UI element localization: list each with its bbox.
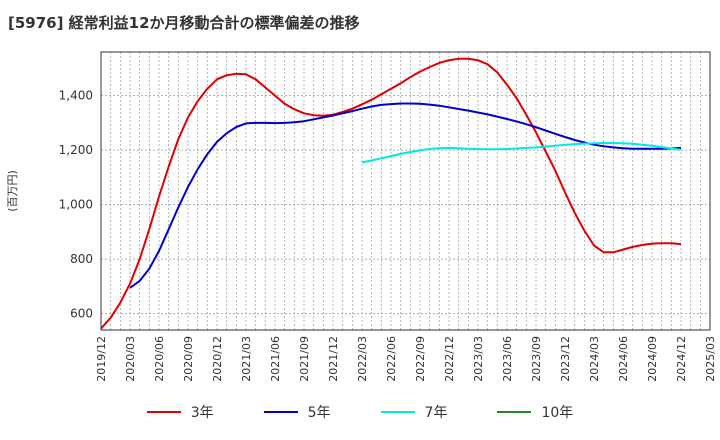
y-axis-label: (百万円) bbox=[6, 170, 19, 212]
series-line-5年 bbox=[129, 102, 682, 289]
y-axis: 600 800 1,000 1,200 1,400 bbox=[59, 89, 93, 321]
x-tick-label: 2020/03 bbox=[124, 336, 137, 382]
x-tick-label: 2021/12 bbox=[327, 336, 340, 382]
legend-item: 3年 bbox=[146, 402, 214, 422]
x-tick-label: 2023/12 bbox=[559, 336, 572, 382]
x-axis: 2019/12 2020/03 2020/06 2020/09 2020/12 2021/… bbox=[95, 336, 717, 382]
legend-item: 10年 bbox=[497, 402, 573, 422]
x-tick-label: 2023/09 bbox=[530, 336, 543, 382]
grid-lines bbox=[101, 52, 710, 330]
legend-swatch bbox=[497, 411, 532, 413]
y-tick-label: 1,400 bbox=[59, 89, 93, 103]
series-lines bbox=[100, 57, 682, 330]
y-tick-label: 1,200 bbox=[59, 143, 93, 157]
x-tick-label: 2025/03 bbox=[704, 336, 717, 382]
y-tick-label: 800 bbox=[70, 252, 93, 266]
x-tick-label: 2022/03 bbox=[356, 336, 369, 382]
legend-swatch bbox=[380, 411, 415, 413]
x-tick-label: 2024/09 bbox=[646, 336, 659, 382]
x-tick-label: 2021/03 bbox=[240, 336, 253, 382]
y-tick-label: 1,000 bbox=[59, 198, 93, 212]
x-tick-label: 2022/06 bbox=[385, 336, 398, 382]
x-tick-label: 2021/09 bbox=[298, 336, 311, 382]
legend-item: 7年 bbox=[380, 402, 448, 422]
x-tick-label: 2023/06 bbox=[501, 336, 514, 382]
x-tick-label: 2020/12 bbox=[211, 336, 224, 382]
legend-item: 5年 bbox=[263, 402, 331, 422]
x-tick-label: 2022/09 bbox=[414, 336, 427, 382]
chart-title: [5976] 経常利益12か月移動合計の標準偏差の推移 bbox=[8, 14, 360, 32]
x-tick-label: 2021/06 bbox=[269, 336, 282, 382]
x-tick-label: 2024/06 bbox=[617, 336, 630, 382]
legend-label: 5年 bbox=[307, 405, 331, 421]
x-tick-label: 2020/09 bbox=[182, 336, 195, 382]
x-tick-label: 2023/03 bbox=[472, 336, 485, 382]
legend-label: 3年 bbox=[190, 405, 214, 421]
x-tick-label: 2022/12 bbox=[443, 336, 456, 382]
y-tick-label: 600 bbox=[70, 307, 93, 321]
series-line-3年 bbox=[100, 57, 682, 330]
x-tick-label: 2024/03 bbox=[588, 336, 601, 382]
x-tick-label: 2020/06 bbox=[153, 336, 166, 382]
legend: 3年 5年 7年 10年 bbox=[0, 402, 720, 422]
legend-label: 7年 bbox=[424, 405, 448, 421]
series-line-7年 bbox=[361, 142, 682, 164]
legend-label: 10年 bbox=[541, 405, 574, 421]
legend-swatch bbox=[263, 411, 298, 413]
x-tick-label: 2019/12 bbox=[95, 336, 108, 382]
plot-frame bbox=[100, 51, 711, 331]
x-tick-label: 2024/12 bbox=[675, 336, 688, 382]
legend-swatch bbox=[146, 411, 181, 413]
